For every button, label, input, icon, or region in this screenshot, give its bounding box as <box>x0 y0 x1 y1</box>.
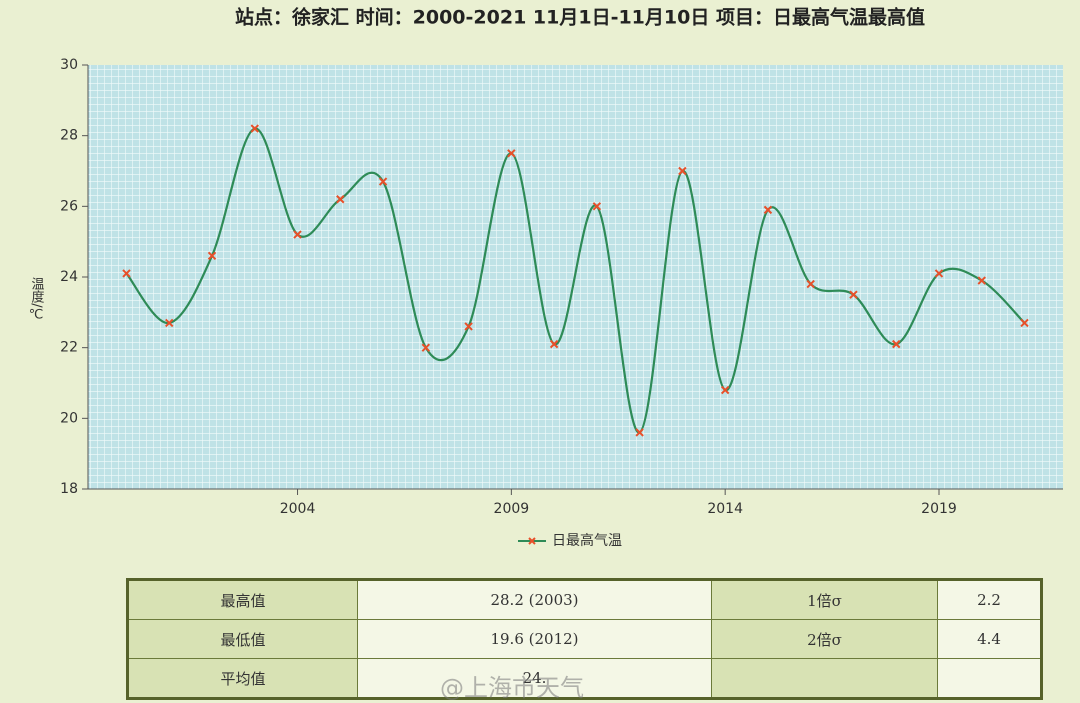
marker <box>806 279 815 289</box>
table-cell <box>937 658 1042 699</box>
marker <box>977 276 986 285</box>
table-cell: 24. <box>357 658 712 699</box>
marker <box>293 230 302 239</box>
marker <box>763 205 773 215</box>
table-cell: 最低值 <box>127 619 358 659</box>
marker <box>378 177 388 186</box>
table-cell: 4.4 <box>937 619 1042 659</box>
table-row: 最高值 28.2 (2003) 1倍σ 2.2 <box>127 579 1042 620</box>
y-tick-label: 22 <box>60 340 78 356</box>
x-tick-label: 2004 <box>280 501 316 517</box>
marker <box>849 290 858 299</box>
marker <box>250 124 259 133</box>
table-cell: 2倍σ <box>711 619 938 659</box>
marker <box>207 251 217 261</box>
table-cell: 2.2 <box>937 579 1042 620</box>
table-cell: 19.6 (2012) <box>357 619 712 659</box>
table-row: 平均值 24. <box>127 658 1042 699</box>
marker <box>165 318 174 328</box>
marker <box>934 269 944 278</box>
marker <box>1020 318 1029 328</box>
legend-label: 日最高气温 <box>552 532 622 549</box>
x-tick-label: 2014 <box>707 501 743 517</box>
stats-table: 最高值 28.2 (2003) 1倍σ 2.2 最低值 19.6 (2012) 2倍σ 4.4… <box>126 578 1043 700</box>
marker <box>592 202 602 211</box>
y-tick-label: 24 <box>60 269 78 285</box>
y-tick-label: 30 <box>60 57 78 73</box>
marker <box>892 339 901 349</box>
chart: 站点：徐家汇 时间：2000-2021 11月1日-11月10日 项目：日最高气… <box>29 6 1063 549</box>
table-cell <box>711 658 938 699</box>
marker <box>336 195 345 204</box>
marker <box>421 343 431 352</box>
x-tick-label: 2019 <box>921 501 957 517</box>
marker <box>720 385 730 395</box>
legend-marker <box>528 537 536 545</box>
table-cell: 28.2 (2003) <box>357 579 712 620</box>
marker <box>507 149 516 158</box>
marker <box>549 339 559 349</box>
y-tick-label: 26 <box>60 198 78 214</box>
y-tick-label: 18 <box>60 481 78 497</box>
marker <box>678 166 687 176</box>
marker <box>464 322 473 331</box>
table-row: 最低值 19.6 (2012) 2倍σ 4.4 <box>127 619 1042 659</box>
series-line <box>125 127 1026 434</box>
chart-title: 站点：徐家汇 时间：2000-2021 11月1日-11月10日 项目：日最高气… <box>235 6 925 29</box>
table-cell: 最高值 <box>127 579 358 620</box>
y-axis-label: 温度/℃ <box>29 277 45 322</box>
table-cell: 平均值 <box>127 658 358 699</box>
y-tick-label: 28 <box>60 128 78 144</box>
watermark: @上海市天气 <box>440 674 584 702</box>
table-cell: 1倍σ <box>711 579 938 620</box>
x-tick-label: 2009 <box>494 501 530 517</box>
marker <box>635 428 644 437</box>
y-tick-label: 20 <box>60 410 78 426</box>
marker <box>122 269 131 278</box>
